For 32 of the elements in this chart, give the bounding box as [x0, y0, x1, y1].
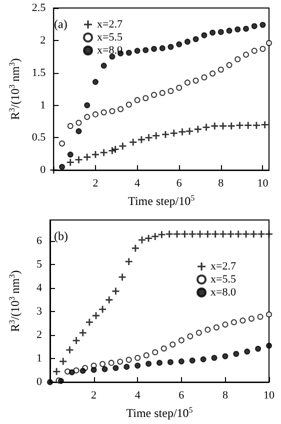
annotation: (a)	[54, 17, 68, 31]
x-tick-label: 2	[91, 390, 97, 402]
y-tick-label: 1	[40, 99, 46, 112]
legend-label: x=2.7	[97, 18, 123, 30]
y-tick-label: 1	[36, 352, 42, 365]
x-tick-label: 2	[92, 178, 98, 190]
x-tick-label: 10	[257, 178, 269, 190]
y-tick-label: 3	[36, 306, 42, 318]
legend-label: x=8.0	[210, 286, 236, 298]
y-tick-label: 6	[36, 235, 42, 248]
y-tick-label: 5	[36, 258, 42, 271]
y-tick-label: 4	[36, 282, 42, 294]
x-tick-label: 4	[134, 390, 141, 402]
y-tick-label: 0	[36, 376, 42, 388]
x-tick-label: 8	[218, 178, 224, 190]
x-tick-label: 8	[222, 390, 228, 402]
x-tick-label: 6	[176, 178, 182, 190]
x-tick-label: 10	[264, 390, 275, 402]
y-tick-label: 1.5	[32, 66, 46, 79]
y-tick-label: 2	[40, 34, 46, 46]
x-tick-label: 6	[178, 390, 185, 402]
y-tick-label: 0.5	[32, 132, 46, 144]
legend-label: x=2.7	[210, 260, 236, 272]
y-tick-label: 2.5	[32, 2, 46, 14]
legend-label: x=5.5	[97, 32, 123, 44]
y-axis-title: R3/(103 nm3)	[8, 270, 22, 332]
legend-label: x=5.5	[210, 274, 236, 286]
y-axis-title: R3/(103 nm3)	[8, 58, 22, 120]
y-tick-label: 2	[36, 329, 42, 342]
x-tick-label: 4	[134, 178, 141, 190]
annotation: (b)	[54, 229, 68, 243]
y-tick-label: 0	[40, 164, 46, 176]
